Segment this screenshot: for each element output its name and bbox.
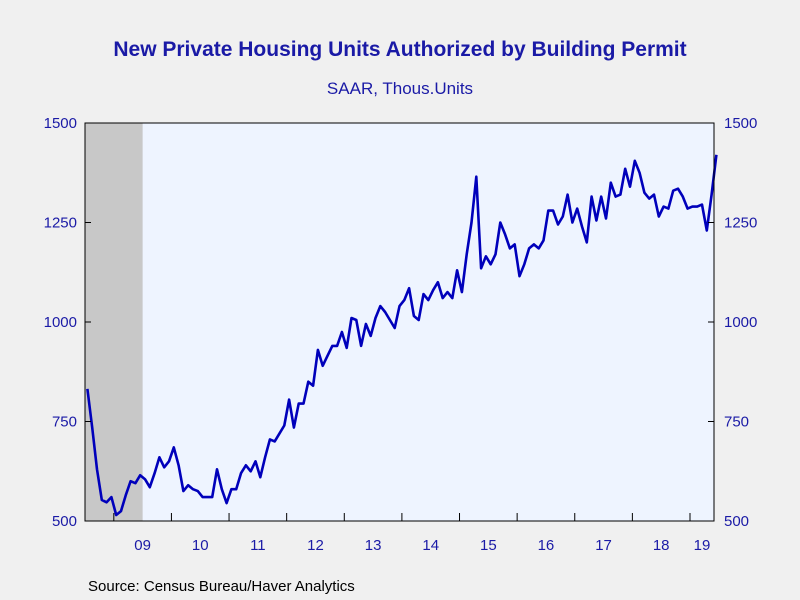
x-tick-label: 14 <box>422 537 439 554</box>
chart-subtitle: SAAR, Thous.Units <box>326 79 474 98</box>
y-tick-label-left: 750 <box>52 414 77 431</box>
y-tick-label-right: 1000 <box>724 314 757 331</box>
y-tick-label-left: 1000 <box>44 314 77 331</box>
x-tick-label: 19 <box>694 537 711 554</box>
y-tick-label-left: 1500 <box>44 115 77 132</box>
y-tick-label-right: 1250 <box>724 215 757 232</box>
x-tick-label: 16 <box>538 537 555 554</box>
x-tick-label: 18 <box>653 537 670 554</box>
plot-background <box>85 123 714 521</box>
y-tick-label-right: 1500 <box>724 115 757 132</box>
chart-source: Source: Census Bureau/Haver Analytics <box>88 578 355 595</box>
y-tick-label-left: 1250 <box>44 215 77 232</box>
chart-title: New Private Housing Units Authorized by … <box>113 38 687 61</box>
series-line <box>86 154 718 517</box>
recession-shading <box>85 123 143 521</box>
x-tick-label: 15 <box>480 537 497 554</box>
x-tick-label: 11 <box>250 537 266 554</box>
y-tick-label-right: 500 <box>724 513 749 530</box>
x-tick-label: 09 <box>134 537 151 554</box>
x-tick-label: 17 <box>595 537 612 554</box>
y-tick-label-right: 750 <box>724 414 749 431</box>
y-tick-label-left: 500 <box>52 513 77 530</box>
x-tick-label: 13 <box>365 537 382 554</box>
x-tick-label: 12 <box>307 537 324 554</box>
x-tick-label: 10 <box>192 537 209 554</box>
